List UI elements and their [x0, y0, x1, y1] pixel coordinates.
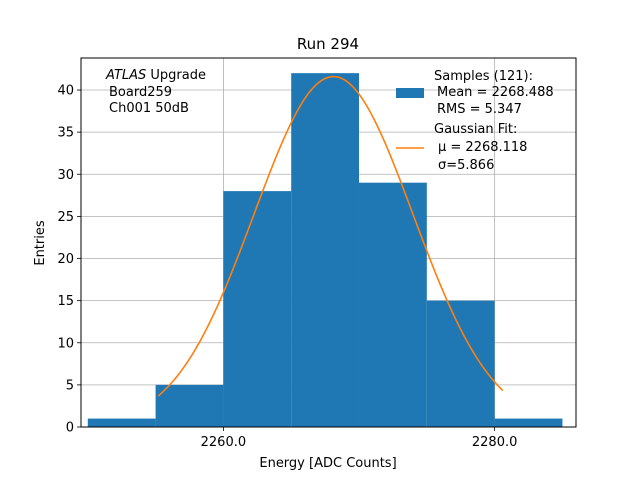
- x-tick-label: 2280.0: [472, 435, 518, 450]
- y-tick-label: 25: [57, 210, 74, 225]
- legend-fit-sigma: σ=5.866: [438, 158, 494, 173]
- x-axis-ticks: 2260.0 2280.0: [201, 427, 518, 450]
- annotation-atlas: ATLAS: [105, 68, 146, 83]
- histogram-bar: [155, 384, 224, 427]
- histogram-bar: [87, 418, 156, 427]
- histogram-bar: [291, 73, 360, 428]
- y-tick-label: 35: [57, 126, 74, 141]
- legend-samples-rms: RMS = 5.347: [437, 102, 522, 117]
- legend-fit-title: Gaussian Fit:: [434, 122, 517, 137]
- annotation-line-2: Board259: [109, 85, 172, 100]
- annotation-upgrade: Upgrade: [146, 68, 206, 83]
- histogram-bar: [494, 418, 563, 427]
- gaussian-fit-curve: [157, 75, 504, 397]
- y-tick-label: 5: [66, 378, 74, 393]
- y-tick-label: 40: [57, 84, 74, 99]
- legend: Samples (121): Mean = 2268.488 RMS = 5.3…: [396, 69, 554, 173]
- atlas-annotation: ATLAS Upgrade Board259 Ch001 50dB: [105, 68, 206, 116]
- y-axis-ticks: 0 5 10 15 20 25 30 35 40: [57, 84, 81, 436]
- y-axis-label: Entries: [33, 220, 48, 266]
- legend-fit-mu: μ = 2268.118: [438, 140, 527, 155]
- x-tick-label: 2260.0: [201, 435, 247, 450]
- y-tick-label: 20: [57, 252, 74, 267]
- histogram-bar: [426, 300, 495, 427]
- annotation-line-1: ATLAS Upgrade: [105, 68, 206, 83]
- legend-samples-title: Samples (121):: [434, 69, 533, 84]
- y-tick-label: 10: [57, 336, 74, 351]
- histogram-bars: [87, 73, 563, 428]
- chart-title: Run 294: [297, 35, 359, 53]
- histogram-bar: [359, 182, 427, 427]
- y-tick-label: 30: [57, 168, 74, 183]
- legend-samples-swatch: [396, 88, 424, 98]
- legend-samples-mean: Mean = 2268.488: [437, 85, 554, 100]
- y-tick-label: 0: [66, 421, 74, 436]
- annotation-line-3: Ch001 50dB: [109, 101, 189, 116]
- histogram-bar: [223, 191, 292, 427]
- y-tick-label: 15: [57, 294, 74, 309]
- plot-frame: [80, 57, 577, 428]
- x-axis-label: Energy [ADC Counts]: [259, 456, 396, 471]
